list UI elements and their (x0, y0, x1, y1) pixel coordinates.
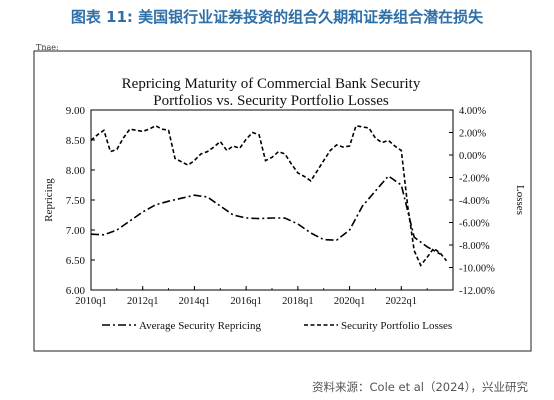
source-note: 资料来源：Cole et al（2024），兴业研究 (312, 380, 528, 394)
left-tick-label: 7.50 (66, 195, 86, 207)
chart-title-line-1: Repricing Maturity of Commercial Bank Se… (122, 76, 421, 92)
left-tick-label: 8.00 (66, 165, 86, 177)
figure-heading: 图表 11: 美国银行业证券投资的组合久期和证券组合潜在损失 (70, 8, 484, 26)
x-tick-label: 2020q1 (334, 296, 366, 307)
right-tick-label: 2.00% (459, 129, 486, 140)
series-average-security-repricing-line (90, 174, 441, 255)
left-tick-label: 9.00 (66, 105, 86, 117)
x-tick-label: 2016q1 (230, 296, 262, 307)
right-axis-ticks: -12.00% -10.00% -8.00% -6.00% -4.00% -2.00% 0.… (449, 106, 495, 297)
x-tick-label: 2010q1 (75, 296, 107, 307)
left-tick-label: 7.00 (66, 225, 86, 237)
left-axis-ticks: 6.00 6.50 7.00 7.50 8.00 8.50 9.00 (66, 105, 95, 297)
right-tick-label: -8.00% (459, 241, 490, 252)
x-tick-label: 2014q1 (179, 296, 211, 307)
chart-title-line-2: Portfolios vs. Security Portfolio Losses (153, 93, 389, 109)
right-tick-label: -4.00% (459, 196, 490, 207)
x-tick-label: 2012q1 (127, 296, 159, 307)
left-axis-label: Repricing (43, 178, 55, 222)
right-tick-label: -2.00% (459, 174, 490, 185)
right-tick-label: 4.00% (459, 106, 486, 117)
x-tick-label: 2018q1 (282, 296, 314, 307)
left-tick-label: 8.50 (66, 135, 86, 147)
x-tick-label: 2022q1 (386, 296, 418, 307)
right-tick-label: -6.00% (459, 219, 490, 230)
left-tick-label: 6.00 (66, 285, 86, 297)
chart-frame (33, 50, 532, 352)
legend-label-security-portfolio-losses: Security Portfolio Losses (341, 320, 452, 332)
right-tick-label: -12.00% (459, 286, 495, 297)
legend: Average Security Repricing Security Port… (102, 320, 452, 332)
top-fragment-text: Tnae: (36, 43, 59, 52)
left-tick-label: 6.50 (66, 255, 86, 267)
right-axis-label: Losses (514, 185, 526, 215)
legend-label-average-security-repricing: Average Security Repricing (139, 320, 261, 332)
x-axis-ticks: 2010q1 2012q1 2014q1 2016q1 2018q1 2020q1 2022… (75, 286, 454, 307)
right-tick-label: -10.00% (459, 264, 495, 275)
right-tick-label: 0.00% (459, 151, 486, 162)
